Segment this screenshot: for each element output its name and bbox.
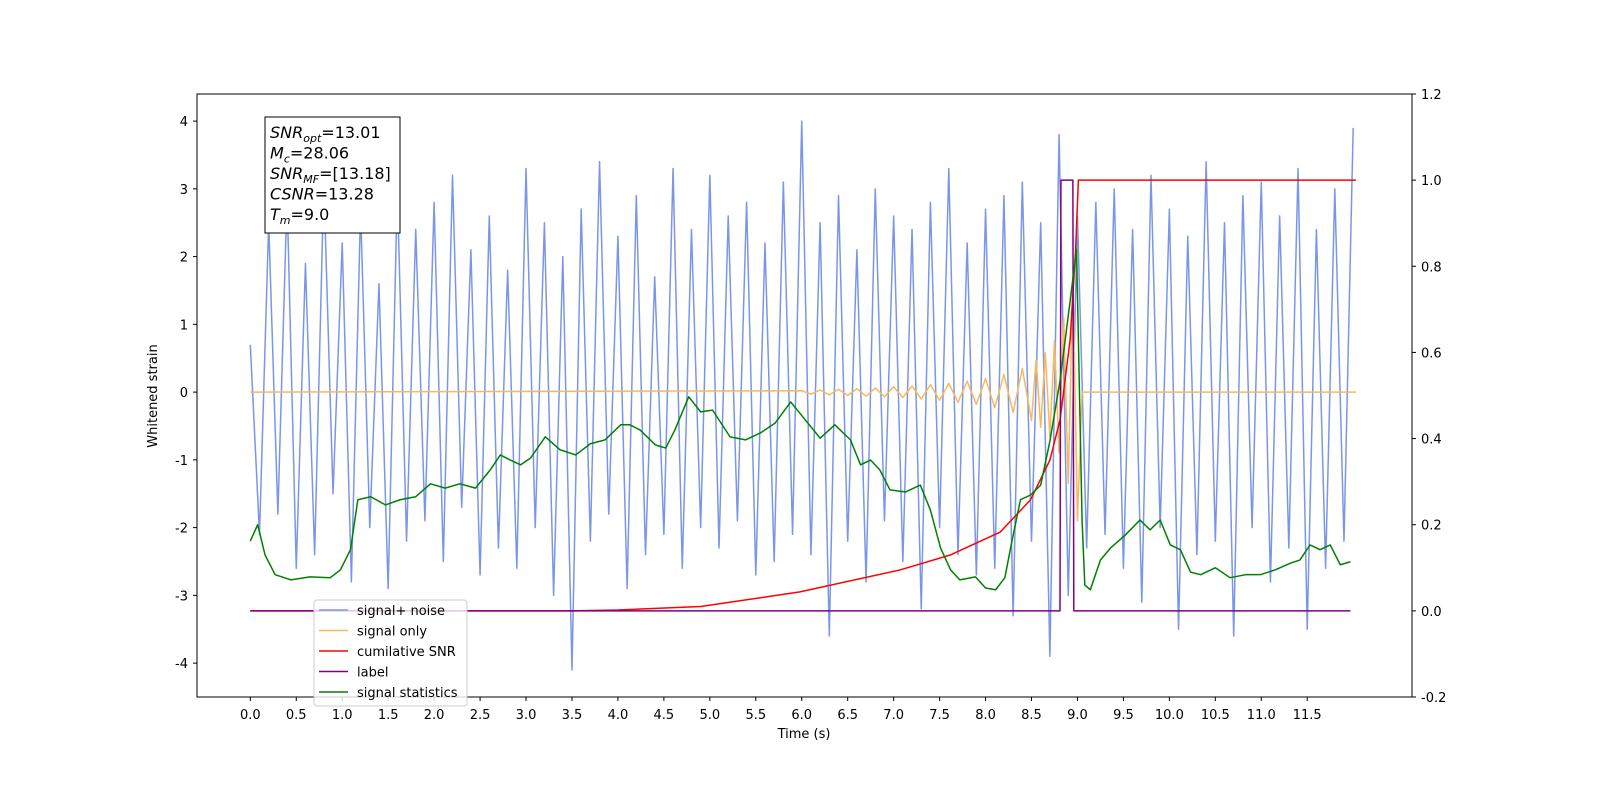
- annotation-value: =13.28: [315, 185, 374, 204]
- x-tick-label: 1.5: [378, 708, 399, 723]
- legend-frame: [313, 599, 468, 707]
- annotation-box: SNRopt=13.01Mc=28.06SNRMF=[13.18]CSNR=13…: [264, 116, 401, 234]
- annotation-frame: [264, 116, 401, 234]
- x-tick-label: 4.5: [654, 708, 675, 723]
- y2-tick-label: 1.0: [1421, 174, 1442, 189]
- x-tick-label: 0.0: [240, 708, 261, 723]
- legend-label: signal+ noise: [357, 604, 445, 619]
- legend-label: label: [357, 666, 388, 681]
- y-tick-label: 0: [180, 386, 188, 401]
- annotation-value: =28.06: [290, 144, 349, 163]
- x-tick-label: 6.0: [791, 708, 812, 723]
- x-tick-label: 9.0: [1067, 708, 1088, 723]
- annotation-value: =[13.18]: [319, 164, 391, 183]
- x-tick-label: 2.0: [424, 708, 445, 723]
- y-axis-label: Whitened strain: [146, 344, 161, 447]
- legend-label: signal statistics: [357, 686, 458, 701]
- x-tick-label: 10.0: [1155, 708, 1184, 723]
- series-line: [249, 248, 1351, 591]
- x-tick-label: 2.5: [470, 708, 491, 723]
- y-tick-label: -3: [175, 589, 188, 604]
- x-axis-label: Time (s): [777, 727, 831, 742]
- x-tick-label: 11.0: [1247, 708, 1276, 723]
- legend-label: cumilative SNR: [357, 645, 456, 660]
- y2-tick-label: 0.6: [1421, 346, 1442, 361]
- axes-frame: [196, 93, 1413, 698]
- y-tick-label: -4: [175, 657, 188, 672]
- x-tick-label: 11.5: [1293, 708, 1322, 723]
- x-tick-label: 10.5: [1201, 708, 1230, 723]
- y2-tick-label: 0.8: [1421, 260, 1442, 275]
- legend-label: signal only: [357, 625, 427, 640]
- x-tick-label: 3.5: [562, 708, 583, 723]
- y2-tick-label: 0.0: [1421, 605, 1442, 620]
- x-tick-label: 0.5: [286, 708, 307, 723]
- y-tick-label: -1: [175, 454, 188, 469]
- y-tick-label: 1: [180, 318, 188, 333]
- series-line: [250, 179, 1351, 612]
- x-tick-label: 8.0: [975, 708, 996, 723]
- y-tick-label: 2: [180, 251, 188, 266]
- x-tick-label: 4.0: [608, 708, 629, 723]
- annotation-symbol: M: [270, 144, 284, 163]
- x-tick-label: 9.5: [1113, 708, 1134, 723]
- annotation-line: SNRopt=13.01: [270, 123, 381, 145]
- y2-tick-label: 1.2: [1421, 88, 1442, 103]
- x-tick-label: 1.0: [332, 708, 353, 723]
- annotation-symbol: SNR: [270, 123, 303, 142]
- y2-tick-label: 0.4: [1421, 433, 1442, 448]
- annotation-value: =13.01: [321, 123, 380, 142]
- annotation-symbol: T: [270, 205, 281, 224]
- y2-tick-label: -0.2: [1421, 691, 1446, 706]
- annotation-line: Tm=9.0: [270, 205, 329, 227]
- x-tick-label: 5.5: [745, 708, 766, 723]
- x-tick-label: 7.5: [929, 708, 950, 723]
- series-line: [249, 120, 1354, 671]
- x-tick-label: 6.5: [837, 708, 858, 723]
- plot-area: [249, 120, 1356, 671]
- annotation-subscript: m: [280, 214, 291, 227]
- series-line: [250, 276, 1356, 522]
- y-tick-label: 4: [180, 115, 188, 130]
- x-tick-label: 5.0: [699, 708, 720, 723]
- annotation-subscript: c: [284, 153, 290, 166]
- x-tick-label: 7.0: [883, 708, 904, 723]
- y-tick-label: 3: [180, 183, 188, 198]
- annotation-line: SNRMF=[13.18]: [270, 164, 391, 186]
- annotation-subscript: MF: [303, 173, 319, 186]
- legend: signal+ noise signal only cumilative SNR la…: [313, 599, 468, 707]
- annotation-subscript: opt: [303, 132, 322, 145]
- x-tick-label: 8.5: [1021, 708, 1042, 723]
- annotation-line: Mc=28.06: [270, 144, 349, 166]
- x-tick-label: 3.0: [516, 708, 537, 723]
- y-tick-label: -2: [175, 522, 188, 537]
- annotation-symbol: SNR: [270, 164, 303, 183]
- annotation-value: =9.0: [291, 205, 330, 224]
- annotation-line: CSNR=13.28: [270, 185, 374, 204]
- annotation-symbol: CSNR: [270, 185, 315, 204]
- y2-tick-label: 0.2: [1421, 519, 1442, 534]
